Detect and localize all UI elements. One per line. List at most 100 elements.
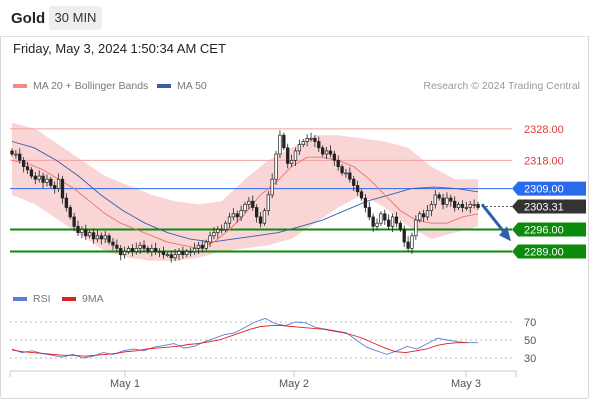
- candle-body: [208, 235, 212, 243]
- candle-body: [418, 213, 422, 221]
- candle-body: [10, 150, 14, 155]
- ma50-line: [11, 141, 479, 243]
- candle-body: [181, 251, 185, 255]
- forecast-arrow-shaft: [480, 203, 507, 235]
- level-tag-2296.00: [512, 222, 586, 237]
- candle-body: [293, 150, 298, 161]
- candle-body: [22, 160, 26, 167]
- rsi-line: [11, 317, 478, 359]
- candle-body: [223, 222, 228, 230]
- candle-body: [348, 172, 352, 180]
- interval-button[interactable]: 30 MIN: [49, 6, 102, 30]
- candle-body: [18, 153, 22, 161]
- level-label-2309.00: 2309.00: [524, 184, 564, 196]
- candle-body: [433, 194, 437, 205]
- level-label-2289.00: 2289.00: [524, 247, 564, 259]
- candle-body: [282, 134, 286, 149]
- rsi-9ma-line: [11, 325, 468, 357]
- candle-body: [88, 232, 92, 237]
- rsi-tick-label: 50: [524, 335, 536, 347]
- candle-body: [398, 222, 402, 230]
- candle-body: [130, 248, 135, 252]
- candle-body: [274, 153, 278, 180]
- candle-body: [14, 153, 18, 156]
- candle-body: [161, 251, 166, 255]
- level-label-2328.00: 2328.00: [524, 124, 564, 136]
- candle-body: [111, 241, 115, 246]
- candle-body: [154, 248, 158, 252]
- candle-body: [231, 213, 236, 218]
- candle-body: [379, 213, 383, 224]
- candle-body: [80, 229, 84, 233]
- legend-rsi: RSI: [13, 293, 51, 305]
- candle-body: [332, 153, 336, 161]
- x-tick-label: May 2: [279, 378, 309, 390]
- candle-body: [367, 207, 371, 218]
- candle-body: [134, 248, 138, 252]
- candle-body: [410, 235, 414, 249]
- legend-rsi-label: RSI: [33, 293, 51, 305]
- x-tick-label: May 1: [110, 378, 140, 390]
- candle-body: [95, 235, 100, 240]
- candle-body: [262, 210, 267, 224]
- candle-body: [33, 175, 37, 180]
- candle-body: [336, 160, 340, 167]
- level-tag-2303.31: [512, 199, 586, 214]
- forecast-arrowhead: [499, 226, 511, 242]
- candle-body: [317, 141, 321, 149]
- candle-body: [460, 204, 465, 208]
- candle-body: [220, 229, 224, 231]
- candle-body: [235, 213, 239, 218]
- level-tag-2309.00: [512, 181, 586, 196]
- candle-body: [25, 166, 30, 171]
- candle-body: [146, 248, 150, 252]
- candle-body: [313, 138, 317, 142]
- candle-body: [340, 166, 344, 174]
- candle-body: [258, 216, 263, 224]
- level-tag-2289.00: [512, 244, 586, 259]
- candle-body: [344, 172, 348, 175]
- candle-body: [247, 200, 251, 205]
- candle-body: [468, 204, 472, 208]
- legend-ma50: MA 50: [157, 80, 207, 92]
- candle-body: [266, 194, 270, 211]
- candle-body: [169, 254, 173, 259]
- candle-body: [165, 254, 169, 256]
- x-tick-label: May 3: [451, 378, 481, 390]
- candle-body: [192, 248, 197, 252]
- candle-body: [84, 229, 88, 237]
- candle-body: [216, 229, 220, 233]
- candle-body: [227, 216, 232, 224]
- candle-body: [76, 226, 80, 233]
- chart-header: Gold 30 MIN: [0, 0, 590, 37]
- timestamp: Friday, May 3, 2024 1:50:34 AM CET: [13, 41, 226, 56]
- candle-body: [297, 144, 302, 152]
- candle-body: [142, 244, 146, 249]
- candle-body: [29, 169, 34, 177]
- ma50-swatch: [157, 84, 171, 88]
- candle-body: [204, 241, 208, 249]
- candle-body: [375, 222, 379, 227]
- candle-body: [286, 147, 290, 164]
- candle-body: [363, 197, 368, 208]
- legend-ma20-label: MA 20 + Bollinger Bands: [33, 80, 149, 92]
- candle-body: [99, 235, 103, 240]
- candle-body: [449, 197, 453, 202]
- ma9-swatch: [62, 297, 76, 301]
- candle-body: [390, 216, 395, 227]
- candle-body: [122, 251, 127, 255]
- ma20-swatch: [13, 84, 27, 88]
- candle-body: [437, 194, 441, 199]
- candle-body: [387, 219, 391, 227]
- candle-body: [324, 150, 329, 155]
- candle-body: [402, 229, 406, 243]
- candle-body: [64, 197, 69, 208]
- candle-body: [352, 178, 356, 186]
- candle-body: [251, 200, 255, 208]
- candle-body: [406, 241, 410, 249]
- candle-body: [328, 150, 333, 155]
- candle-body: [278, 134, 282, 155]
- candle-body: [200, 244, 204, 249]
- candle-body: [464, 207, 468, 209]
